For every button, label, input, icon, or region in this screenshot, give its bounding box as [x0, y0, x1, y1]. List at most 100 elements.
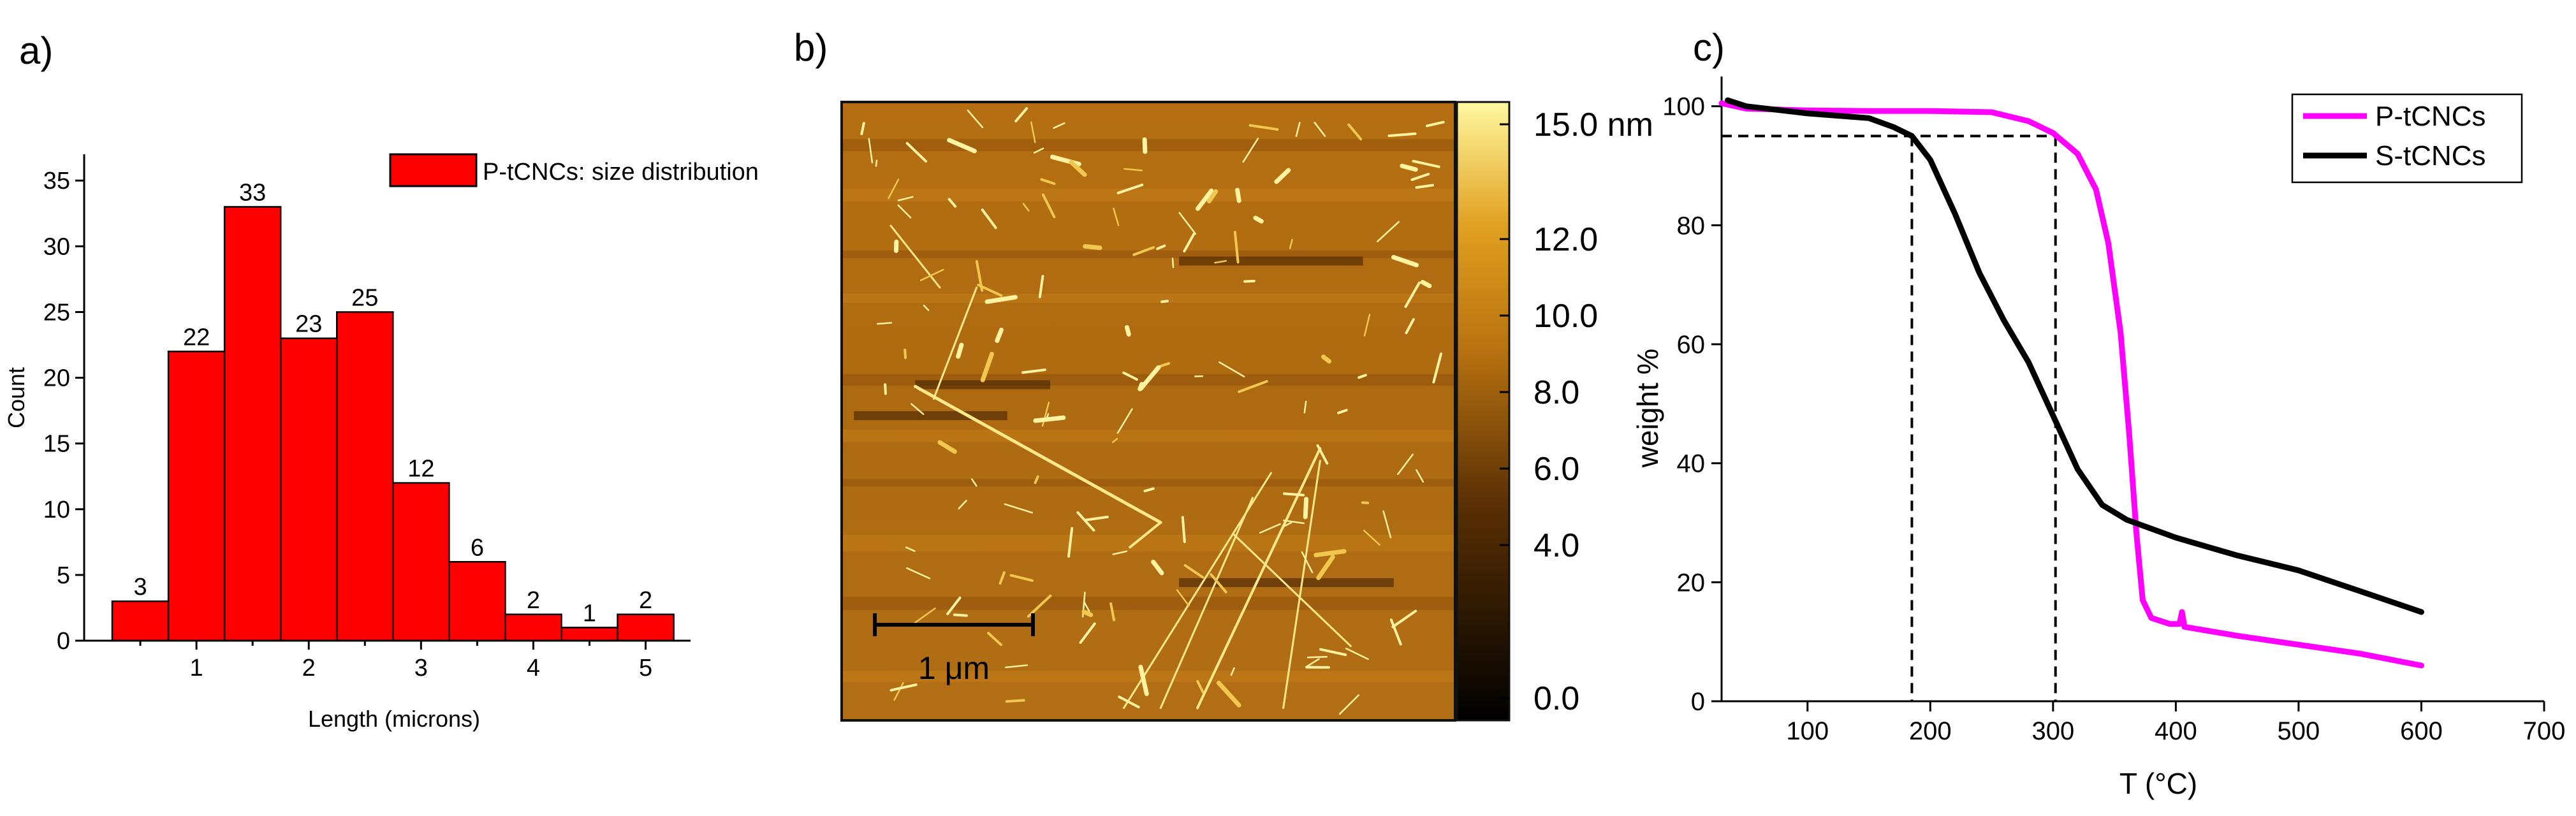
nanocrystal-rod [981, 208, 997, 229]
nanocrystal-rod [889, 683, 918, 692]
nanocrystal-rod [1363, 529, 1380, 546]
bar-value-label: 12 [407, 456, 434, 483]
bar-value-label: 33 [239, 179, 266, 206]
nanocrystal-rod [919, 268, 944, 281]
histogram-bar [560, 627, 618, 642]
nanocrystal-rod [897, 196, 914, 201]
legend-frame [2291, 93, 2523, 184]
scan-streak [843, 430, 1454, 442]
scan-streak [843, 188, 1454, 201]
colorbar-tick-label: 4.0 [1533, 527, 1579, 564]
nanocrystal-rod [947, 138, 977, 154]
scale-bar-label: 1 μm [918, 650, 990, 686]
nanocrystal-rod [1295, 122, 1301, 137]
nanocrystal-rod [1391, 254, 1419, 268]
scan-streak [854, 411, 1007, 420]
nanocrystal-rod [923, 304, 930, 311]
nanocrystal-rod [1183, 564, 1204, 579]
nanocrystal-rod [1253, 215, 1264, 224]
nanocrystal-fiber [1159, 497, 1254, 710]
nanocrystal-rod [1027, 594, 1052, 618]
nanocrystal-rod [893, 681, 904, 701]
scan-streak [843, 479, 1454, 487]
nanocrystal-rod [956, 342, 964, 359]
nanocrystal-rod [1338, 694, 1360, 715]
nanocrystal-rod [906, 567, 931, 579]
nanocrystal-rod [1196, 680, 1204, 694]
nanocrystal-rod [1004, 503, 1033, 514]
bar-value-label: 1 [583, 600, 596, 627]
nanocrystal-rod [1067, 527, 1074, 558]
nanocrystal-rod [1040, 178, 1056, 186]
x-tick-label: 100 [1786, 717, 1829, 745]
histogram-bar [392, 482, 450, 642]
nanocrystal-rod [1316, 555, 1335, 580]
y-tick-label: 25 [43, 299, 70, 326]
nanocrystal-rod [1289, 238, 1293, 249]
nanocrystal-rod [1238, 380, 1268, 393]
nanocrystal-rod [1081, 609, 1094, 618]
legend: P-tCNCs S-tCNCs [2291, 93, 2523, 184]
nanocrystal-rod [995, 327, 1004, 343]
colorbar [1456, 101, 1511, 722]
scan-streak [843, 139, 1454, 152]
legend: P-tCNCs: size distribution [389, 153, 759, 187]
nanocrystal-rod [1243, 279, 1255, 283]
panel-label-a: a) [19, 29, 53, 72]
x-tick-label: 600 [2400, 717, 2443, 745]
bar-series [111, 206, 675, 642]
y-tick-labels: 0 5 10 15 20 25 30 35 [43, 168, 70, 655]
nanocrystal-rod [1391, 609, 1417, 629]
nanocrystal-rod [1183, 232, 1196, 253]
nanocrystal-rod [1216, 680, 1241, 708]
histogram-bar [448, 561, 506, 642]
nanocrystal-rod [1377, 221, 1400, 243]
y-tick-label: 15 [43, 431, 70, 458]
nanocrystal-rod [1358, 374, 1367, 379]
nanocrystal-rod [1432, 352, 1443, 384]
bar-value-label: 6 [471, 534, 484, 561]
nanocrystal-rod [999, 571, 1006, 585]
nanocrystal-rod [1387, 132, 1417, 138]
scan-streak [843, 671, 1454, 682]
nanocrystal-rod [1314, 121, 1326, 137]
axes [1711, 76, 2545, 711]
nanocrystal-rod [1316, 444, 1329, 465]
tga-line-chart: 100 200 300 400 500 600 700 0 20 40 60 80 100 T (°C… [1662, 76, 2565, 800]
nanocrystal-rod [1412, 159, 1440, 168]
nanocrystal-rod [1111, 438, 1118, 443]
nanocrystal-rod [1033, 415, 1066, 423]
y-tick-label: 40 [1677, 450, 1706, 478]
colorbar-tick-label: 15.0 nm [1533, 106, 1653, 143]
nanocrystal-rod [1122, 371, 1138, 381]
nanocrystal-rod [1233, 231, 1240, 264]
nanocrystal-rod [911, 403, 925, 415]
y-tick-label: 10 [43, 497, 70, 523]
nanocrystal-rod [1034, 475, 1039, 484]
nanocrystal-rod [1426, 120, 1445, 127]
colorbar-ticks: 15.0 nm 12.0 10.0 8.0 6.0 4.0 0.0 [1500, 106, 1653, 717]
histogram-bar [617, 613, 675, 642]
nanocrystal-rod [1083, 244, 1102, 251]
nanocrystal-rod [980, 351, 995, 382]
nanocrystal-rod [1337, 409, 1348, 414]
x-tick-label: 4 [527, 655, 540, 681]
nanocrystal-rod [888, 178, 900, 200]
nanocrystal-rod [1282, 521, 1292, 528]
nanocrystal-rod [1382, 510, 1392, 539]
legend-swatch [389, 153, 478, 187]
nanocrystal-rod [1132, 246, 1155, 256]
nanocrystal-rod [1301, 551, 1314, 574]
nanocrystal-rod [1033, 147, 1044, 154]
histogram-bar [167, 351, 226, 642]
y-tick-label: 0 [1691, 688, 1705, 716]
nanocrystal-fiber [913, 384, 1162, 525]
legend-label: P-tCNCs: size distribution [483, 159, 759, 186]
afm-scan-streaks [843, 139, 1454, 682]
nanocrystal-rod [1143, 487, 1155, 493]
bar-value-label: 3 [133, 574, 147, 601]
nanocrystal-rod [884, 383, 887, 395]
nanocrystal-rod [1109, 602, 1116, 622]
nanocrystal-rod [948, 198, 957, 208]
scan-streak [843, 293, 1454, 303]
